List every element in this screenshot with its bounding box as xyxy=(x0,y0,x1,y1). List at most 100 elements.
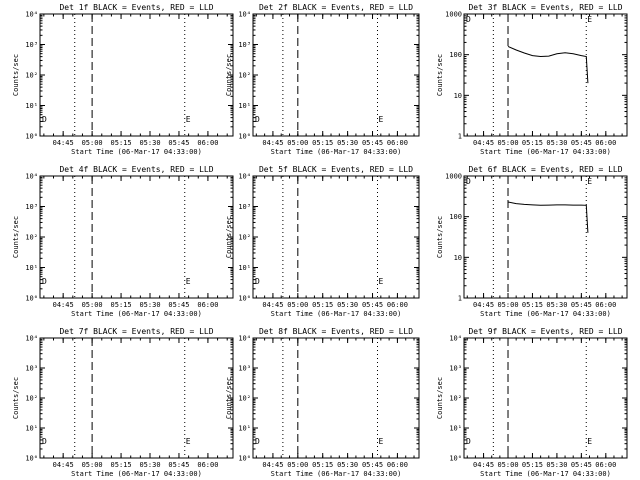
x-tick-label: 06:00 xyxy=(387,139,408,147)
y-tick-label: 10² xyxy=(25,234,38,242)
x-tick-label: 04:45 xyxy=(473,301,494,309)
x-axis-label: Start Time (06-Mar-17 04:33:00) xyxy=(271,148,402,156)
y-tick-label: 10³ xyxy=(25,365,38,373)
x-tick-label: 05:00 xyxy=(497,301,518,309)
x-tick-label: 05:45 xyxy=(168,461,189,469)
series-line-1 xyxy=(507,45,589,84)
start-marker-label: D xyxy=(466,437,471,446)
end-marker-label: E xyxy=(379,115,384,124)
y-tick-label: 10² xyxy=(238,395,251,403)
y-tick-label: 10⁴ xyxy=(238,335,251,343)
x-tick-label: 05:45 xyxy=(362,461,383,469)
start-marker-label: D xyxy=(466,177,471,186)
end-marker-label: E xyxy=(379,277,384,286)
plot-frame xyxy=(463,175,628,299)
y-tick-label: 10⁰ xyxy=(25,455,38,463)
y-tick-label: 10³ xyxy=(238,41,251,49)
chart-panel-2: Det 2f BLACK = Events, RED = LLD 10⁰ 10¹ 10… xyxy=(225,3,420,156)
x-tick-label: 05:15 xyxy=(312,301,333,309)
end-marker-label: E xyxy=(587,177,592,186)
y-tick-label: 1 xyxy=(458,295,462,303)
chart-title: Det 8f BLACK = Events, RED = LLD xyxy=(259,327,413,336)
y-tick-label: 10¹ xyxy=(238,264,251,272)
x-tick-label: 06:00 xyxy=(197,301,218,309)
x-tick-label: 05:45 xyxy=(168,139,189,147)
x-tick-label: 05:30 xyxy=(546,461,567,469)
x-tick-label: 06:00 xyxy=(595,461,616,469)
y-tick-label: 100 xyxy=(449,213,462,221)
x-tick-label: 05:00 xyxy=(287,461,308,469)
start-marker-label: D xyxy=(42,437,47,446)
end-marker-label: E xyxy=(186,115,191,124)
plot-frame xyxy=(463,337,628,459)
x-tick-label: 06:00 xyxy=(595,139,616,147)
x-tick-label: 05:00 xyxy=(82,461,103,469)
x-axis-label: Start Time (06-Mar-17 04:33:00) xyxy=(480,470,611,478)
chart-title: Det 7f BLACK = Events, RED = LLD xyxy=(59,327,213,336)
x-tick-label: 05:00 xyxy=(287,139,308,147)
chart-title: Det 9f BLACK = Events, RED = LLD xyxy=(468,327,622,336)
x-tick-label: 06:00 xyxy=(595,301,616,309)
y-tick-label: 10² xyxy=(449,395,462,403)
end-marker-label: E xyxy=(587,15,592,24)
end-marker-label: E xyxy=(186,277,191,286)
chart-title: Det 3f BLACK = Events, RED = LLD xyxy=(468,3,622,12)
plot-frame xyxy=(463,13,628,137)
y-tick-label: 10¹ xyxy=(449,425,462,433)
series-line-1 xyxy=(507,201,589,233)
x-tick-label: 05:30 xyxy=(546,139,567,147)
end-marker-label: E xyxy=(379,437,384,446)
y-tick-label: 100 xyxy=(449,51,462,59)
y-tick-label: 10⁴ xyxy=(25,335,38,343)
chart-panel-4: Det 4f BLACK = Events, RED = LLD 10⁰ 10¹ 10… xyxy=(12,165,234,318)
y-tick-label: 10⁴ xyxy=(25,11,38,19)
x-tick-label: 04:45 xyxy=(262,139,283,147)
y-tick-label: 10² xyxy=(238,234,251,242)
x-axis-label: Start Time (06-Mar-17 04:33:00) xyxy=(71,310,202,318)
plot-frame xyxy=(252,13,420,137)
x-tick-label: 06:00 xyxy=(197,139,218,147)
x-tick-label: 05:45 xyxy=(571,301,592,309)
x-tick-label: 05:15 xyxy=(522,461,543,469)
x-tick-label: 05:00 xyxy=(287,301,308,309)
start-marker-label: D xyxy=(255,277,260,286)
y-tick-label: 10² xyxy=(25,72,38,80)
x-axis-label: Start Time (06-Mar-17 04:33:00) xyxy=(71,148,202,156)
chart-title: Det 1f BLACK = Events, RED = LLD xyxy=(59,3,213,12)
y-tick-label: 10 xyxy=(454,92,462,100)
x-tick-label: 04:45 xyxy=(473,461,494,469)
y-tick-label: 10² xyxy=(238,72,251,80)
y-axis-label: Counts/sec xyxy=(12,377,20,419)
y-tick-label: 10¹ xyxy=(25,425,38,433)
x-axis-label: Start Time (06-Mar-17 04:33:00) xyxy=(480,148,611,156)
x-axis-label: Start Time (06-Mar-17 04:33:00) xyxy=(480,310,611,318)
chart-panel-8: Det 8f BLACK = Events, RED = LLD 10⁰ 10¹ 10… xyxy=(225,327,420,478)
x-tick-label: 05:15 xyxy=(312,139,333,147)
y-tick-label: 10³ xyxy=(238,203,251,211)
x-tick-label: 05:30 xyxy=(139,461,160,469)
x-axis-label: Start Time (06-Mar-17 04:33:00) xyxy=(271,310,402,318)
y-tick-label: 10⁰ xyxy=(238,133,251,141)
x-tick-label: 05:30 xyxy=(337,301,358,309)
x-tick-label: 04:45 xyxy=(53,139,74,147)
x-tick-label: 05:15 xyxy=(522,301,543,309)
x-axis-label: Start Time (06-Mar-17 04:33:00) xyxy=(271,470,402,478)
y-tick-label: 10¹ xyxy=(238,102,251,110)
plot-frame xyxy=(252,337,420,459)
x-tick-label: 04:45 xyxy=(53,461,74,469)
chart-panel-5: Det 5f BLACK = Events, RED = LLD 10⁰ 10¹ 10… xyxy=(225,165,420,318)
x-tick-label: 06:00 xyxy=(387,461,408,469)
y-tick-label: 10 xyxy=(454,254,462,262)
y-tick-label: 10² xyxy=(25,395,38,403)
y-tick-label: 10⁰ xyxy=(449,455,462,463)
y-axis-label: Counts/sec xyxy=(12,54,20,96)
y-axis-label: Counts/sec xyxy=(436,216,444,258)
x-tick-label: 05:30 xyxy=(546,301,567,309)
chart-title: Det 2f BLACK = Events, RED = LLD xyxy=(259,3,413,12)
y-axis-label: Counts/sec xyxy=(436,377,444,419)
chart-panel-7: Det 7f BLACK = Events, RED = LLD 10⁰ 10¹ 10… xyxy=(12,327,234,478)
y-tick-label: 10³ xyxy=(25,41,38,49)
y-axis-label: Counts/sec xyxy=(225,377,233,419)
x-tick-label: 05:00 xyxy=(82,139,103,147)
